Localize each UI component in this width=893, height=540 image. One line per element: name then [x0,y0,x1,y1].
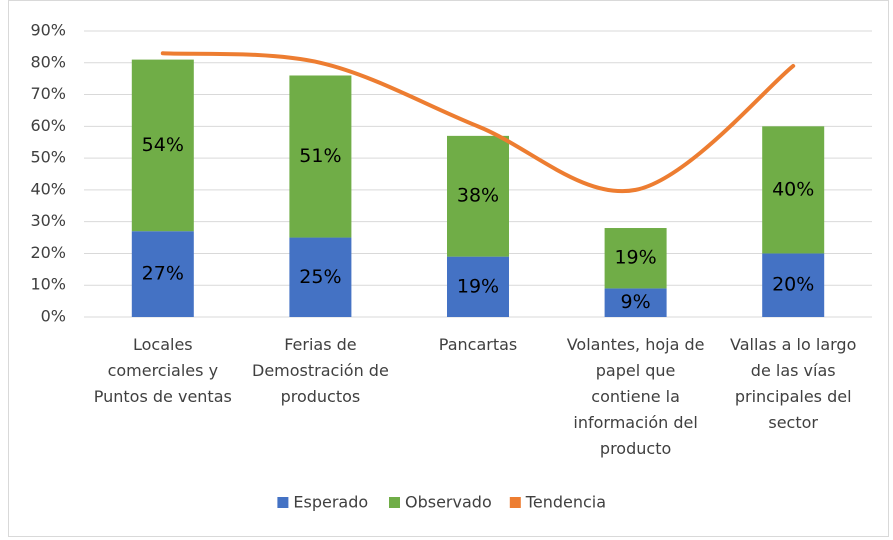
data-label: 51% [299,145,341,167]
y-tick-label: 40% [30,179,66,198]
y-tick-label: 90% [30,21,66,40]
legend-label: Observado [405,493,492,512]
bar-segment [131,231,194,317]
bar-segment [762,253,825,317]
data-label: 54% [142,134,184,156]
legend-label: Tendencia [525,493,606,512]
bar-segment [447,256,509,317]
data-label: 20% [772,274,814,296]
bar-segment [289,237,352,317]
y-tick-label: 0% [41,307,66,326]
bar-segment [604,288,667,317]
y-tick-label: 60% [30,116,66,135]
x-tick-label: Volantes, hoja de papel que contiene la inf… [567,335,705,458]
y-tick-label: 80% [30,52,66,71]
bar-segment [447,135,509,257]
y-tick-label: 70% [30,84,66,103]
y-tick-label: 50% [30,148,66,167]
trend-line [160,51,796,194]
legend-swatch [509,497,521,508]
x-tick-label: Ferias de Demostración de productos [252,335,389,406]
x-tick-label: Vallas a lo largo de las vías principales … [730,335,856,432]
x-tick-label: Pancartas [439,335,517,354]
y-tick-label: 30% [30,211,66,230]
data-label: 40% [772,178,814,200]
data-label: 38% [457,185,499,207]
data-label: 19% [614,247,656,269]
data-label: 25% [299,266,341,288]
bar-segment [289,75,352,238]
y-tick-label: 20% [30,243,66,262]
bar-segment [131,59,194,232]
y-tick-label: 10% [30,275,66,294]
x-tick-label: Locales comerciales y Puntos de ventas [94,335,232,406]
legend-swatch [389,497,400,508]
data-label: 27% [142,263,184,285]
bar-segment [604,228,667,289]
legend-label: Esperado [293,493,368,512]
data-label: 19% [457,275,499,297]
bar-segment [762,126,825,254]
data-label: 9% [621,291,651,313]
legend-swatch [277,497,289,508]
